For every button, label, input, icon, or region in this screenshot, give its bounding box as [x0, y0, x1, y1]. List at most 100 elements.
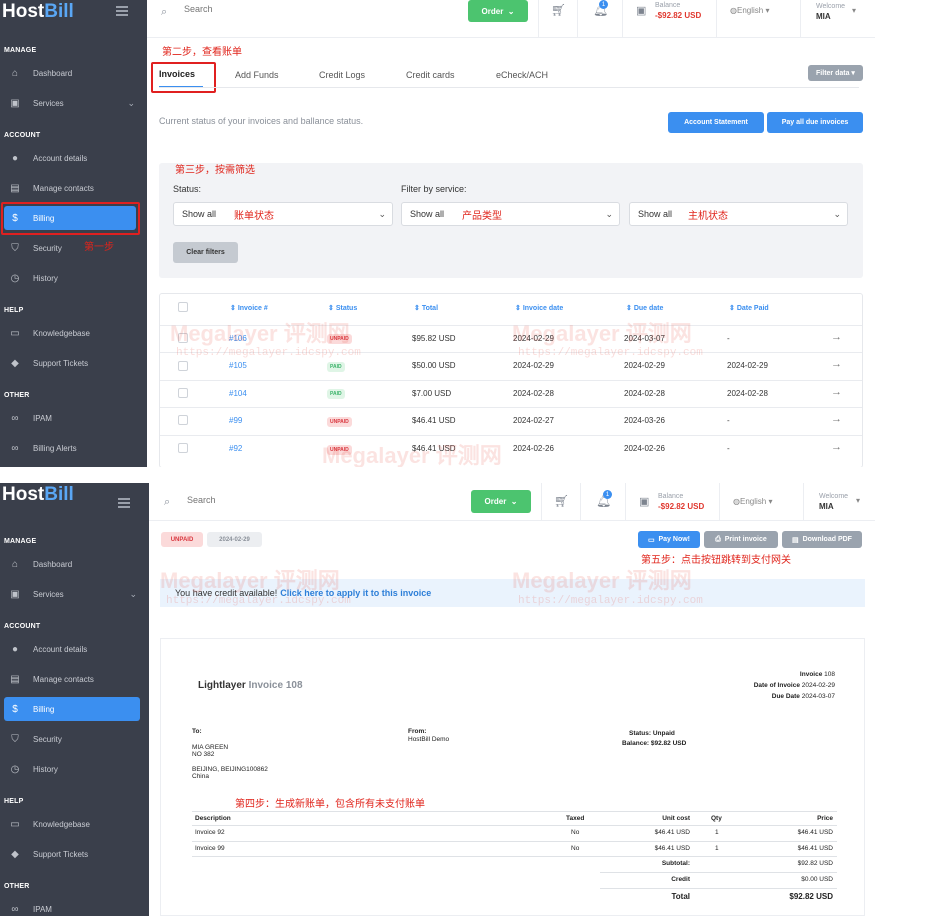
tab-echeck[interactable]: eCheck/ACH: [496, 70, 549, 80]
notification-badge: 1: [599, 0, 608, 9]
sidebar-item-dashboard[interactable]: ⌂ Dashboard: [4, 61, 143, 85]
language-select[interactable]: ◍English ▾: [733, 497, 773, 506]
sidebar-item-manage-contacts[interactable]: ▤ Manage contacts: [4, 667, 145, 691]
row-checkbox[interactable]: [178, 388, 188, 398]
column-header[interactable]: ⇕ Status: [328, 305, 358, 312]
invoice-id[interactable]: #106: [229, 334, 247, 343]
filter-data-button[interactable]: Filter data ▾: [808, 65, 863, 81]
user-name[interactable]: MIA: [816, 12, 831, 21]
host-select[interactable]: Show all 主机状态 ⌄: [629, 202, 848, 226]
sidebar-item-account-details[interactable]: ● Account details: [4, 637, 145, 661]
arrow-right-icon[interactable]: →: [831, 358, 842, 370]
subtotal-value: $92.82 USD: [797, 860, 833, 867]
order-button[interactable]: Order ⌄: [468, 0, 528, 22]
section-account: ACCOUNT: [4, 623, 41, 630]
table-row[interactable]: [160, 380, 862, 407]
sidebar-item-security[interactable]: ⛉ Security: [4, 236, 143, 260]
sidebar-item-ipam[interactable]: ∞ IPAM: [4, 897, 145, 916]
print-invoice-button[interactable]: ⎙ Print invoice: [704, 531, 778, 548]
table-row[interactable]: [160, 325, 862, 352]
row-checkbox[interactable]: [178, 361, 188, 371]
table-row[interactable]: [160, 435, 862, 462]
invoice-id[interactable]: #92: [229, 444, 243, 453]
chevron-down-icon[interactable]: ▾: [856, 496, 861, 505]
sidebar-item-billing[interactable]: $ Billing: [4, 206, 136, 230]
column-header[interactable]: ⇕ Date Paid: [729, 305, 769, 312]
sidebar-item-support-tickets[interactable]: ◆ Support Tickets: [4, 842, 145, 866]
to-line: NO 382: [192, 751, 215, 758]
divider: [192, 841, 837, 842]
invoice-id[interactable]: #99: [229, 416, 243, 425]
apply-credit-link[interactable]: Click here to apply it to this invoice: [280, 588, 432, 598]
date-paid: 2024-02-29: [727, 361, 768, 370]
divider: [538, 0, 539, 38]
arrow-right-icon[interactable]: →: [831, 331, 842, 343]
download-pdf-button[interactable]: ▤ Download PDF: [782, 531, 862, 548]
sidebar-item-services[interactable]: ▣ Services ⌄: [4, 91, 143, 115]
column-header[interactable]: ⇕ Due date: [626, 305, 664, 312]
menu-toggle-icon[interactable]: [116, 6, 128, 16]
sidebar-item-billing[interactable]: $ Billing: [4, 697, 140, 721]
table-row[interactable]: [160, 407, 862, 434]
chevron-down-icon[interactable]: ▾: [852, 6, 857, 15]
row-checkbox[interactable]: [178, 443, 188, 453]
column-header[interactable]: ⇕ Total: [414, 305, 439, 312]
invoice-id[interactable]: #105: [229, 361, 247, 370]
invoice-id[interactable]: #104: [229, 389, 247, 398]
arrow-right-icon[interactable]: →: [831, 413, 842, 425]
sidebar-item-services[interactable]: ▣ Services ⌄: [4, 582, 145, 606]
menu-toggle-icon[interactable]: [118, 498, 130, 508]
tab-credit-logs[interactable]: Credit Logs: [319, 70, 366, 80]
language-select[interactable]: ◍English ▾: [730, 6, 770, 15]
date-paid: 2024-02-28: [727, 389, 768, 398]
pay-all-button[interactable]: Pay all due invoices: [767, 112, 863, 133]
service-select[interactable]: Show all 产品类型 ⌄: [401, 202, 620, 226]
status-badge: UNPAID: [327, 417, 352, 427]
contacts-icon: ▤: [10, 182, 20, 194]
sidebar-item-dashboard[interactable]: ⌂ Dashboard: [4, 552, 145, 576]
link-icon: ∞: [11, 442, 19, 454]
tab-invoices[interactable]: Invoices: [159, 69, 196, 79]
welcome-label: Welcome: [816, 3, 846, 10]
status-select[interactable]: Show all 账单状态 ⌄: [173, 202, 393, 226]
row-checkbox[interactable]: [178, 415, 188, 425]
select-all-checkbox[interactable]: [178, 302, 188, 312]
sidebar-item-billing-alerts[interactable]: ∞ Billing Alerts: [4, 436, 143, 460]
search-input[interactable]: [184, 4, 284, 14]
services-icon: ▣: [10, 588, 20, 600]
sidebar-item-account-details[interactable]: ● Account details: [4, 146, 143, 170]
sidebar-item-manage-contacts[interactable]: ▤ Manage contacts: [4, 176, 143, 200]
table-row[interactable]: [160, 352, 862, 379]
account-statement-button[interactable]: Account Statement: [668, 112, 764, 133]
watermark: Megalayer 评测网: [170, 321, 350, 346]
user-name[interactable]: MIA: [819, 502, 834, 511]
sidebar-item-security[interactable]: ⛉ Security: [4, 727, 145, 751]
invoice-date-badge: 2024-02-29: [207, 532, 262, 547]
contacts-icon: ▤: [10, 673, 20, 685]
cart-icon[interactable]: 🛒︎: [551, 3, 567, 17]
cart-icon[interactable]: 🛒︎: [554, 494, 570, 508]
order-button[interactable]: Order ⌄: [471, 490, 531, 513]
invoice-due-line: Due Date 2024-03-07: [771, 693, 835, 700]
arrow-right-icon[interactable]: →: [831, 386, 842, 398]
chevron-down-icon: ⌄: [510, 497, 518, 506]
column-header[interactable]: ⇕ Invoice #: [230, 305, 268, 312]
sidebar-item-history[interactable]: ◷ History: [4, 757, 145, 781]
invoice-status-badge: UNPAID: [161, 532, 203, 547]
line-taxed: No: [571, 845, 580, 852]
sidebar-item-support-tickets[interactable]: ◆ Support Tickets: [4, 351, 143, 375]
chevron-down-icon: ⌄: [127, 97, 135, 108]
column-header[interactable]: ⇕ Invoice date: [515, 305, 564, 312]
billing-invoices-screen: HostBill MANAGE ⌂ Dashboard ▣ Services ⌄ AC…: [0, 0, 875, 467]
search-input[interactable]: [187, 495, 287, 505]
tab-add-funds[interactable]: Add Funds: [235, 70, 279, 80]
sidebar-item-knowledgebase[interactable]: ▭ Knowledgebase: [4, 321, 143, 345]
arrow-right-icon[interactable]: →: [831, 441, 842, 453]
sidebar-item-knowledgebase[interactable]: ▭ Knowledgebase: [4, 812, 145, 836]
clear-filters-button[interactable]: Clear filters: [173, 242, 238, 263]
sidebar-item-history[interactable]: ◷ History: [4, 266, 143, 290]
pay-now-button[interactable]: ▭ Pay Now!: [638, 531, 700, 548]
row-checkbox[interactable]: [178, 333, 188, 343]
sidebar-item-ipam[interactable]: ∞ IPAM: [4, 406, 143, 430]
tab-credit-cards[interactable]: Credit cards: [406, 70, 455, 80]
